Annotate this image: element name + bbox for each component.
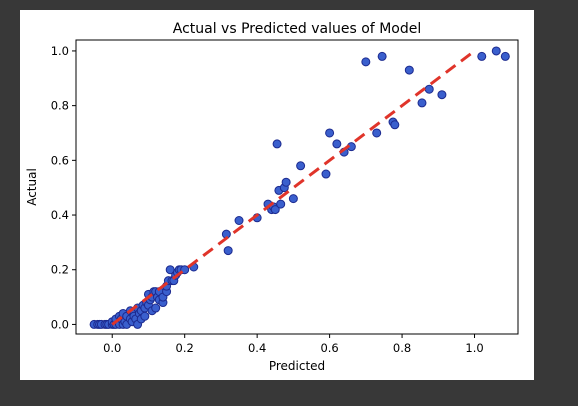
data-point (223, 246, 233, 256)
data-point (272, 139, 282, 149)
data-point (281, 177, 291, 187)
data-point (234, 216, 244, 226)
chart-title: Actual vs Predicted values of Model (173, 21, 421, 37)
y-tick-label: 0.6 (51, 153, 69, 167)
plot-frame (75, 39, 519, 335)
x-tick-label: 1.0 (465, 341, 483, 355)
y-tick-label: 1.0 (51, 44, 69, 58)
data-point (325, 128, 335, 138)
data-point (437, 90, 447, 100)
y-tick-label: 0.8 (51, 99, 69, 113)
y-tick-label: 0.0 (51, 317, 69, 331)
data-point (361, 57, 371, 67)
data-point (491, 46, 501, 56)
data-point (500, 51, 510, 61)
x-tick-label: 0.2 (176, 341, 194, 355)
x-tick-label: 0.4 (248, 341, 266, 355)
data-point (321, 169, 331, 179)
data-point (140, 311, 150, 321)
y-axis-label: Actual (25, 168, 39, 206)
reference-line (111, 49, 476, 326)
data-point (151, 303, 161, 313)
data-point (296, 161, 306, 171)
data-point (424, 84, 434, 94)
data-point (377, 51, 387, 61)
x-axis-label: Predicted (269, 359, 325, 373)
x-tick-label: 0.6 (320, 341, 338, 355)
x-tick-label: 0.0 (103, 341, 121, 355)
data-point (332, 139, 342, 149)
data-point (288, 194, 298, 204)
data-point (477, 51, 487, 61)
x-tick-label: 0.8 (393, 341, 411, 355)
y-tick-label: 0.4 (51, 208, 69, 222)
data-point (276, 199, 286, 209)
scatter-chart: Actual vs Predicted values of Model 0.0 0… (25, 21, 519, 373)
data-point (404, 65, 414, 75)
x-axis-ticks: 0.0 0.2 0.4 0.6 0.8 1.0 (103, 334, 484, 355)
data-points (89, 46, 510, 329)
data-point (372, 128, 382, 138)
y-tick-label: 0.2 (51, 263, 69, 277)
data-point (417, 98, 427, 108)
data-point (270, 205, 280, 215)
data-point (390, 120, 400, 130)
y-axis-ticks: 0.0 0.2 0.4 0.6 0.8 1.0 (51, 44, 76, 331)
chart-figure: Actual vs Predicted values of Model 0.0 0… (20, 10, 534, 380)
